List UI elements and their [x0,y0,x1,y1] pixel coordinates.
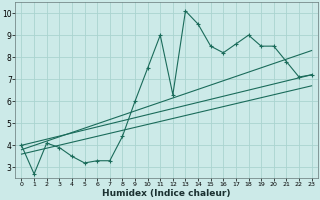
X-axis label: Humidex (Indice chaleur): Humidex (Indice chaleur) [102,189,231,198]
